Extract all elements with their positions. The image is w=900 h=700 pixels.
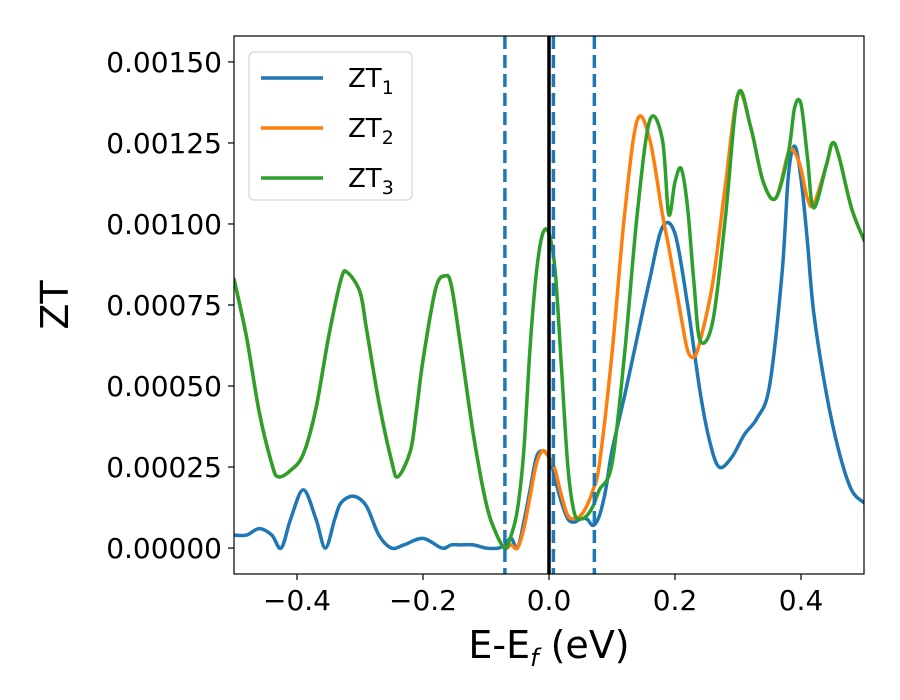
y-axis-label: ZT [33, 280, 77, 330]
x-tick-label: −0.4 [263, 584, 331, 617]
y-tick-label: 0.00000 [106, 532, 222, 565]
x-tick-label: −0.2 [389, 584, 457, 617]
vline-layer [503, 36, 597, 574]
y-tick-label: 0.00075 [106, 289, 222, 322]
y-tick-label: 0.00150 [106, 46, 222, 79]
legend-label-zt3: ZT3 [348, 164, 394, 199]
x-axis-label: E-Ef (eV) [468, 623, 629, 672]
legend: ZT1 ZT2 ZT3 [248, 51, 413, 201]
legend-label-zt2: ZT2 [348, 114, 394, 149]
y-tick-label: 0.00025 [106, 451, 222, 484]
legend-box [248, 51, 413, 201]
x-axis: −0.4 −0.2 0.0 0.2 0.4 [263, 574, 823, 617]
series-line-zt1 [234, 144, 864, 551]
x-tick-label: 0.0 [527, 584, 572, 617]
legend-label-zt1: ZT1 [348, 64, 394, 99]
legend-items: ZT1 ZT2 ZT3 [261, 64, 394, 199]
x-tick-label: 0.2 [653, 584, 698, 617]
series-line-zt3 [234, 88, 864, 550]
series-layer [234, 88, 864, 551]
y-tick-label: 0.00050 [106, 370, 222, 403]
y-tick-label: 0.00100 [106, 208, 222, 241]
y-axis: 0.00000 0.00025 0.00050 0.00075 0.00100 0.001… [106, 46, 234, 565]
y-tick-label: 0.00125 [106, 127, 222, 160]
x-tick-label: 0.4 [779, 584, 824, 617]
